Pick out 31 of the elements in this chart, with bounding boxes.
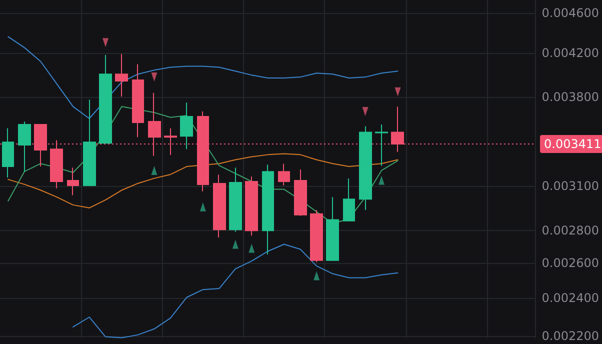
candlestick [115,53,128,98]
y-tick-label: 0.002800 [542,223,600,238]
candlestick [278,163,290,186]
y-tick-label: 0.002400 [542,290,600,305]
candlestick [343,178,355,222]
ref-line-label: 0.003411 [544,137,602,152]
candlestick [375,124,388,166]
candlestick [83,99,96,186]
candlestick [18,121,31,172]
candlestick [213,174,226,238]
y-tick-label: 0.003100 [542,178,600,193]
y-tick-label: 0.002200 [542,329,600,344]
y-tick-label: 0.003800 [542,90,600,104]
y-tick-label: 0.004600 [542,6,600,20]
candlestick [326,196,339,261]
candlestick [262,164,274,255]
line-series [72,244,398,338]
candlestick [67,167,79,196]
y-tick-label: 0.004200 [542,46,600,60]
line-series [8,36,398,119]
y-tick-label: 0.002600 [542,256,600,270]
line-series [8,153,398,208]
candlestick [180,102,193,150]
candlestick [294,169,307,216]
candlestick [229,167,242,232]
candlestick [245,176,258,236]
candlestick [132,64,144,138]
candlestick [310,209,323,263]
candlestick [99,54,112,144]
candlestick [2,128,14,178]
candlestick [359,126,372,210]
